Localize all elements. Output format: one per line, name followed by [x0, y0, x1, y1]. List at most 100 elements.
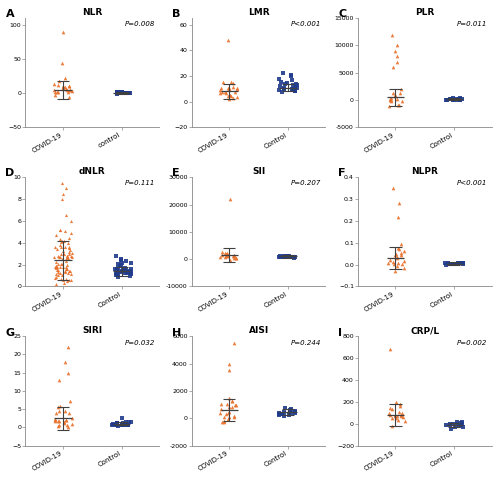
Point: [112, 89, 120, 96]
Point: [62, 255, 70, 263]
Point: [400, 257, 408, 265]
Point: [52, 258, 60, 266]
Point: [396, 412, 404, 420]
Point: [391, 411, 399, 419]
Point: [54, 246, 62, 253]
Point: [230, 88, 238, 96]
Point: [220, 418, 228, 426]
Point: [126, 267, 134, 275]
Point: [67, 252, 75, 260]
Point: [394, 42, 402, 49]
Point: [65, 267, 73, 275]
Point: [52, 262, 60, 270]
Point: [64, 421, 72, 429]
Point: [280, 252, 288, 260]
Title: CRP/L: CRP/L: [410, 326, 440, 336]
Text: C: C: [338, 10, 346, 19]
Point: [394, 213, 402, 220]
Text: P=0.032: P=0.032: [124, 339, 155, 346]
Point: [58, 271, 66, 279]
Point: [286, 405, 294, 412]
Point: [122, 265, 130, 273]
Point: [446, 95, 454, 103]
Text: P=0.244: P=0.244: [291, 339, 322, 346]
Point: [58, 275, 66, 282]
Point: [222, 252, 230, 260]
Point: [280, 84, 288, 92]
Point: [65, 82, 73, 90]
Point: [445, 260, 453, 268]
Point: [68, 420, 76, 428]
Point: [228, 252, 236, 259]
Point: [443, 96, 451, 104]
Point: [64, 277, 72, 285]
Point: [122, 89, 130, 96]
Point: [52, 408, 60, 416]
Text: H: H: [172, 327, 181, 337]
Point: [55, 418, 63, 425]
Point: [394, 254, 402, 262]
Point: [454, 259, 462, 267]
Point: [291, 84, 299, 92]
Point: [222, 250, 230, 257]
Point: [394, 259, 402, 267]
Point: [219, 78, 227, 85]
Point: [289, 81, 297, 88]
Point: [226, 256, 234, 264]
Point: [118, 414, 126, 422]
Point: [54, 88, 62, 96]
Point: [291, 409, 299, 417]
Point: [274, 411, 282, 419]
Point: [224, 93, 232, 100]
Point: [454, 261, 462, 268]
Point: [60, 237, 68, 245]
Point: [52, 266, 60, 274]
Point: [58, 255, 66, 263]
Point: [394, 244, 402, 252]
Point: [230, 254, 238, 262]
Point: [63, 86, 71, 94]
Point: [50, 253, 58, 261]
Point: [446, 420, 454, 428]
Point: [64, 239, 72, 246]
Point: [457, 421, 465, 429]
Point: [391, 91, 399, 98]
Point: [54, 260, 62, 267]
Point: [230, 251, 238, 258]
Point: [449, 420, 457, 428]
Point: [62, 184, 70, 192]
Point: [62, 243, 70, 251]
Point: [218, 418, 226, 425]
Point: [126, 265, 134, 273]
Point: [58, 84, 66, 92]
Point: [62, 284, 70, 291]
Text: D: D: [6, 168, 15, 179]
Point: [389, 259, 397, 266]
Point: [66, 267, 74, 275]
Point: [387, 97, 395, 105]
Point: [290, 254, 298, 262]
Point: [120, 267, 128, 275]
Point: [392, 262, 400, 269]
Point: [222, 410, 230, 418]
Point: [396, 89, 404, 97]
Point: [64, 369, 72, 376]
Point: [118, 259, 126, 266]
Point: [67, 229, 75, 237]
Point: [60, 263, 68, 271]
Point: [460, 259, 468, 266]
Point: [113, 419, 121, 427]
Point: [449, 260, 457, 268]
Point: [50, 91, 58, 99]
Point: [52, 89, 60, 96]
Point: [52, 417, 60, 425]
Point: [394, 412, 402, 420]
Point: [286, 252, 294, 260]
Point: [124, 268, 132, 276]
Point: [52, 274, 60, 281]
Point: [120, 267, 128, 275]
Point: [120, 421, 128, 429]
Point: [58, 250, 66, 258]
Point: [458, 420, 466, 428]
Point: [218, 248, 226, 256]
